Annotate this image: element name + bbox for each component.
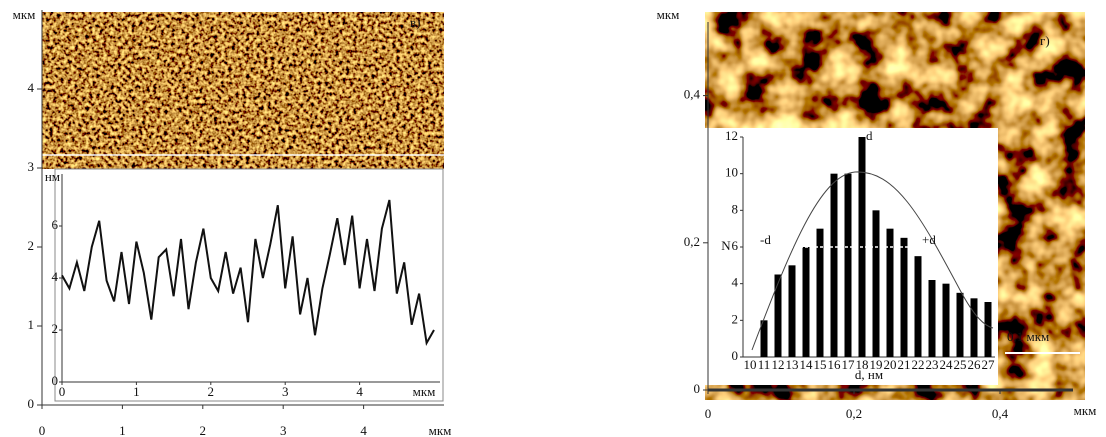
bar — [774, 274, 782, 357]
x-tick-label: 22 — [912, 357, 925, 372]
bar — [788, 265, 796, 357]
x-axis-label: мкм — [413, 384, 436, 399]
x-tick-label: 4 — [356, 384, 363, 399]
x-tick-label: 19 — [870, 357, 883, 372]
bar — [830, 173, 838, 357]
annotation: +d — [922, 232, 936, 247]
x-tick-label: 3 — [280, 423, 287, 437]
x-tick-label: 18 — [856, 357, 869, 372]
x-tick-label: 16 — [828, 357, 842, 372]
bar — [872, 210, 880, 357]
x-tick-label: 13 — [786, 357, 799, 372]
y-tick-label: 0,4 — [684, 87, 701, 102]
bar — [942, 283, 950, 357]
bar — [970, 298, 978, 357]
x-tick-label: 1 — [119, 423, 126, 437]
y-tick-label: 0,2 — [684, 234, 700, 249]
x-tick-label: 25 — [954, 357, 967, 372]
panel-label: в) — [410, 15, 420, 30]
y-tick-label: 0 — [28, 396, 35, 411]
bar — [984, 302, 992, 357]
x-tick-label: 10 — [744, 357, 757, 372]
y-tick-label: 6 — [52, 217, 59, 232]
x-tick-label: 17 — [842, 357, 856, 372]
x-tick-label: 2 — [200, 423, 207, 437]
y-axis-label: мкм — [657, 7, 680, 22]
y-tick-label: 0 — [694, 381, 701, 396]
bar — [900, 237, 908, 357]
bar — [816, 228, 824, 357]
x-tick-label: 21 — [898, 357, 911, 372]
scale-bar-label: 0,1 мкм — [1007, 329, 1049, 344]
x-tick-label: 0 — [39, 423, 46, 437]
annotation: d — [866, 128, 873, 143]
y-tick-label: 4 — [52, 269, 59, 284]
x-tick-label: 14 — [800, 357, 814, 372]
y-tick-label: 0 — [732, 348, 739, 363]
y-axis-label: нм — [45, 169, 60, 184]
y-tick-label: 2 — [28, 238, 35, 253]
x-tick-label: 24 — [940, 357, 954, 372]
x-axis-label: мкм — [1074, 403, 1097, 418]
x-tick-label: 1 — [133, 384, 140, 399]
x-tick-label: 3 — [282, 384, 289, 399]
x-tick-label: 0 — [705, 406, 712, 421]
fit-curve — [751, 171, 994, 351]
x-axis-label: d, нм — [855, 367, 883, 382]
x-tick-label: 26 — [968, 357, 982, 372]
y-tick-label: 6 — [732, 238, 739, 253]
profile-line — [61, 199, 435, 346]
x-tick-label: 0,4 — [992, 406, 1009, 421]
y-axis-label: N — [721, 238, 731, 253]
bar — [844, 173, 852, 357]
bar — [956, 292, 964, 357]
y-tick-label: 2 — [732, 311, 739, 326]
afm-image — [42, 12, 444, 169]
y-tick-label: 4 — [28, 80, 35, 95]
y-tick-label: 10 — [725, 165, 738, 180]
y-tick-label: 2 — [52, 321, 59, 336]
x-tick-label: 12 — [772, 357, 785, 372]
x-tick-label: 4 — [360, 423, 367, 437]
x-axis-label: мкм — [429, 423, 452, 437]
y-axis-label: мкм — [13, 7, 36, 22]
y-tick-label: 0 — [52, 373, 59, 388]
bar — [760, 320, 768, 357]
x-tick-label: 23 — [926, 357, 939, 372]
x-tick-label: 15 — [814, 357, 827, 372]
y-tick-label: 12 — [725, 128, 738, 143]
y-tick-label: 8 — [732, 201, 739, 216]
x-tick-label: 0,2 — [846, 406, 862, 421]
x-tick-label: 27 — [982, 357, 996, 372]
annotation: -d — [760, 232, 771, 247]
y-tick-label: 4 — [732, 275, 739, 290]
y-tick-label: 3 — [28, 159, 35, 174]
bar — [802, 247, 810, 357]
profile-panel — [54, 168, 444, 402]
bar — [886, 228, 894, 357]
x-tick-label: 2 — [208, 384, 215, 399]
bar — [914, 256, 922, 357]
x-tick-label: 20 — [884, 357, 897, 372]
x-tick-label: 0 — [59, 384, 66, 399]
bar — [928, 280, 936, 357]
panel-label: г) — [1040, 33, 1050, 48]
y-tick-label: 1 — [28, 317, 35, 332]
x-tick-label: 11 — [758, 357, 771, 372]
